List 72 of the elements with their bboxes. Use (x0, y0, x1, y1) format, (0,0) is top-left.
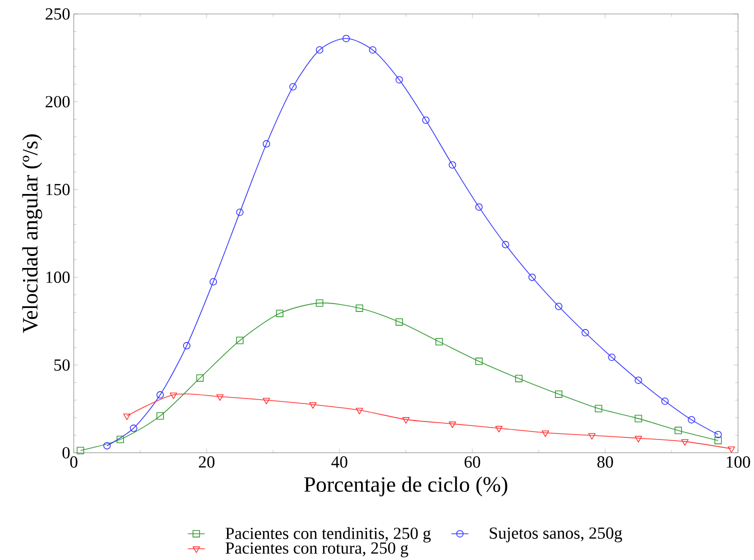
point (356, 408, 364, 415)
point (156, 391, 164, 399)
point (116, 436, 124, 444)
y-tick-label: 250 (46, 8, 70, 20)
y-tick-label: 0 (62, 447, 70, 459)
point (634, 415, 642, 422)
point (681, 440, 689, 446)
point (588, 433, 596, 440)
point (728, 446, 736, 454)
point (688, 416, 696, 424)
point (402, 417, 410, 424)
point (123, 414, 131, 420)
x-tick-label: 80 (597, 456, 613, 468)
point (276, 310, 284, 318)
point (528, 274, 536, 282)
point (634, 436, 642, 443)
point (448, 422, 456, 428)
x-tick-label: 100 (726, 456, 750, 468)
point (396, 318, 403, 326)
point (634, 376, 642, 384)
legend-label: Pacientes con tendinitis, 250 g (226, 527, 431, 543)
x-tick-label: 40 (331, 456, 348, 468)
y-tick-label: 200 (46, 96, 70, 108)
point (236, 208, 244, 216)
point (495, 426, 503, 433)
point (582, 329, 589, 337)
y-axis-title: Velocidad angular (º/s) (22, 134, 42, 334)
point (170, 392, 178, 400)
point (515, 375, 523, 382)
point (661, 398, 669, 406)
point (714, 437, 722, 444)
point (289, 83, 297, 91)
x-tick-label: 20 (198, 456, 214, 468)
point (608, 354, 616, 362)
point (555, 302, 562, 310)
point (130, 424, 138, 432)
point (714, 431, 722, 438)
x-tick-label: 60 (464, 456, 480, 468)
point (594, 405, 602, 412)
point (475, 204, 483, 211)
x-axis-title: Porcentaje de ciclo (%) (304, 476, 508, 497)
point (356, 304, 364, 312)
point (316, 300, 324, 307)
point (542, 430, 550, 438)
y-tick-label: 50 (54, 360, 70, 371)
point (369, 46, 376, 54)
point (396, 76, 403, 84)
point (76, 447, 84, 454)
point (196, 374, 204, 382)
y-tick-label: 100 (46, 272, 70, 284)
point (342, 35, 350, 42)
point (236, 337, 244, 344)
point (674, 427, 682, 434)
point (309, 402, 317, 409)
point (262, 398, 270, 405)
point (316, 46, 324, 54)
point (210, 278, 217, 286)
point (216, 394, 224, 402)
legend-label: Pacientes con rotura, 250 g (226, 542, 408, 558)
point (502, 241, 510, 249)
point (103, 442, 111, 450)
point (183, 342, 190, 350)
legend-label: Sujetos sanos, 250g (490, 528, 622, 543)
x-tick-label: 0 (70, 456, 78, 468)
point (156, 412, 164, 420)
point (262, 140, 270, 148)
point (448, 161, 456, 169)
point (422, 116, 430, 124)
point (475, 358, 483, 366)
y-tick-label: 150 (46, 184, 70, 196)
point (435, 338, 443, 346)
point (555, 390, 562, 398)
